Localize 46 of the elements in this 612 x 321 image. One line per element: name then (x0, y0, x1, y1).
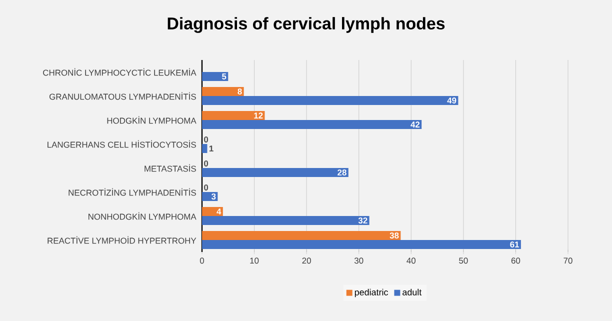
data-label: 42 (410, 122, 420, 128)
data-label: 12 (254, 112, 263, 118)
data-label: 0 (204, 184, 208, 190)
bar (202, 207, 223, 216)
legend-label: pediatric (354, 288, 388, 298)
legend-label: adult (402, 288, 422, 296)
bar (202, 111, 265, 120)
y-tick-label: REACTİVE LYMPHOİD HYPERTROHY (48, 236, 196, 244)
y-tick-label: METASTASİS (144, 164, 196, 172)
data-label: 8 (238, 88, 242, 94)
bar (202, 72, 228, 82)
y-tick-label: NONHODGKİN LYMPHOMA (88, 212, 196, 220)
data-label: 4 (216, 208, 222, 214)
y-tick-label: HODGKİN LYMPHOMA (107, 116, 196, 124)
data-label: 32 (358, 218, 368, 224)
x-tick-label: 10 (250, 258, 259, 264)
bar (202, 120, 422, 130)
data-label: 1 (209, 146, 214, 152)
bar (202, 168, 348, 178)
bar (202, 144, 208, 154)
y-tick-label: CHRONİC LYMPHOCYCTİC LEUKEMİA (43, 68, 196, 76)
x-tick-label: 70 (564, 258, 572, 264)
chart-title: Diagnosis of cervical lymph nodes (168, 17, 445, 33)
data-label: 38 (390, 232, 399, 239)
x-tick-label: 60 (511, 258, 520, 264)
x-tick-label: 0 (200, 258, 204, 264)
data-label: 0 (204, 136, 208, 142)
x-tick-label: 30 (354, 258, 364, 264)
data-label: 28 (338, 170, 346, 176)
data-label: 49 (447, 98, 456, 104)
x-tick-label: 40 (406, 258, 416, 264)
bar (202, 192, 218, 201)
y-tick-label: NECROTİZİNG LYMPHADENİTİS (68, 188, 196, 196)
data-label: 5 (222, 74, 226, 80)
x-tick-label: 20 (302, 258, 311, 264)
bar (202, 240, 521, 249)
y-tick-label: LANGERHANS CELL HİSTİOCYTOSİS (48, 140, 196, 148)
y-tick-label: GRANULOMATOUS LYMPHADENİTİS (50, 92, 196, 100)
x-tick-label: 50 (459, 258, 468, 264)
data-label: 61 (510, 242, 520, 248)
bar (202, 216, 370, 225)
bar (202, 96, 458, 106)
data-label: 3 (211, 194, 216, 200)
data-label: 0 (204, 160, 208, 166)
bar (202, 231, 401, 240)
bar (202, 87, 244, 96)
